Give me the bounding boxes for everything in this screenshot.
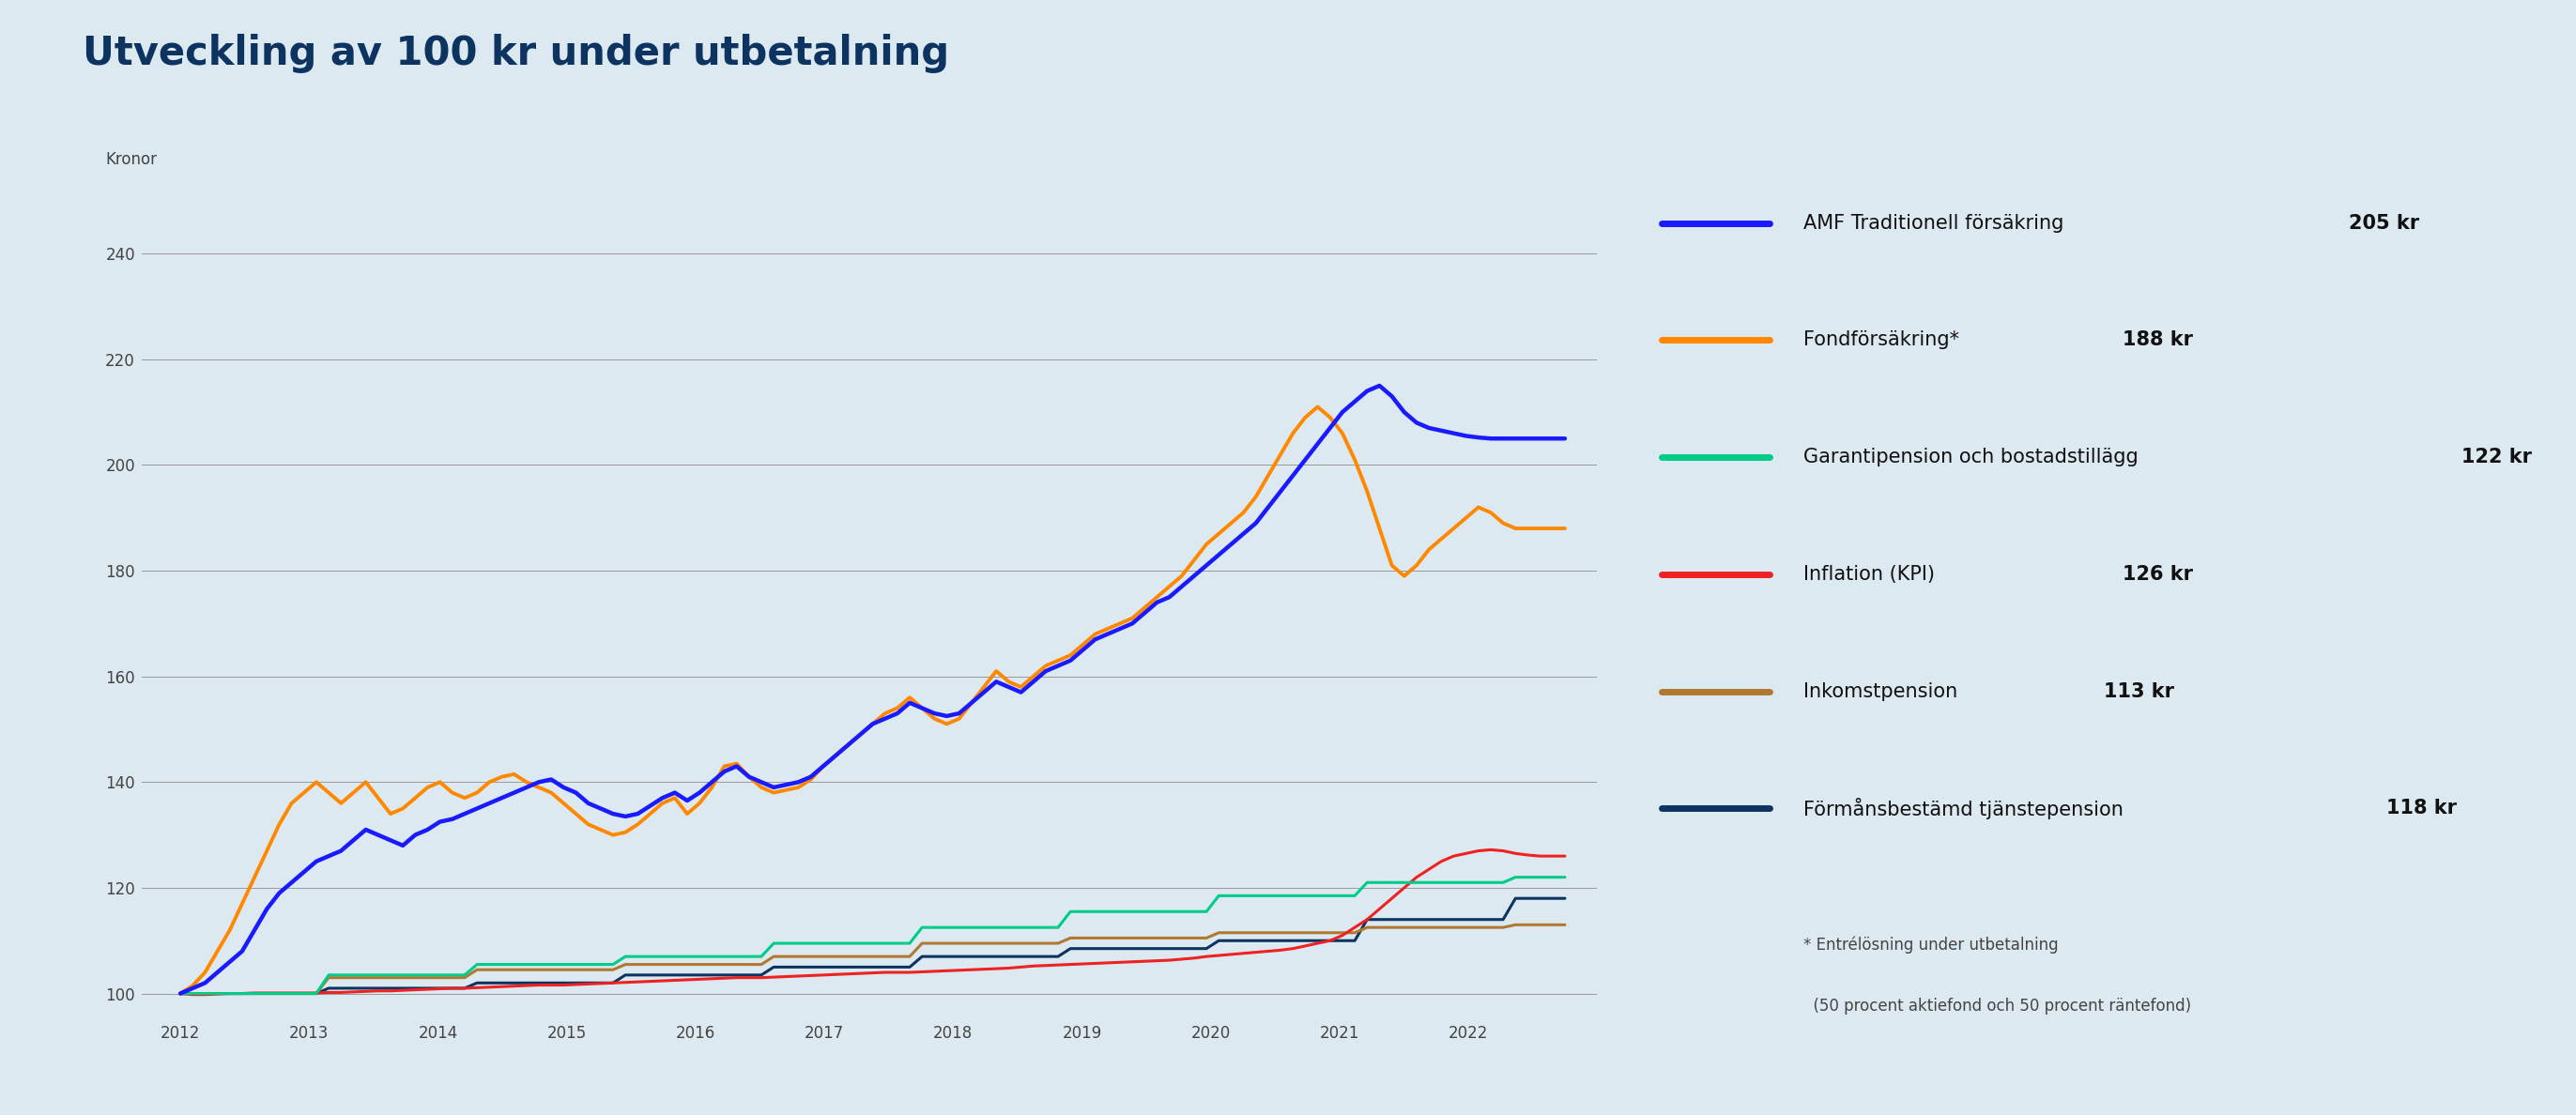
Text: 118 kr: 118 kr [2385,799,2458,817]
Text: Förmånsbestämd tjänstepension: Förmånsbestämd tjänstepension [1803,797,2136,820]
Text: 122 kr: 122 kr [2460,448,2532,466]
Text: Kronor: Kronor [106,152,157,168]
Text: * Entrélösning under utbetalning: * Entrélösning under utbetalning [1803,937,2058,954]
Text: Utveckling av 100 kr under utbetalning: Utveckling av 100 kr under utbetalning [82,33,948,72]
Text: (50 procent aktiefond och 50 procent räntefond): (50 procent aktiefond och 50 procent rän… [1803,998,2192,1015]
Text: 205 kr: 205 kr [2349,214,2419,232]
Text: Garantipension och bostadstillägg: Garantipension och bostadstillägg [1803,448,2151,466]
Text: AMF Traditionell försäkring: AMF Traditionell försäkring [1803,214,2076,232]
Text: Fondförsäkring*: Fondförsäkring* [1803,331,1971,349]
Text: 113 kr: 113 kr [2105,682,2174,700]
Text: 126 kr: 126 kr [2123,565,2192,583]
Text: 188 kr: 188 kr [2123,331,2192,349]
Text: Inkomstpension: Inkomstpension [1803,682,1971,700]
Text: Inflation (KPI): Inflation (KPI) [1803,565,1947,583]
